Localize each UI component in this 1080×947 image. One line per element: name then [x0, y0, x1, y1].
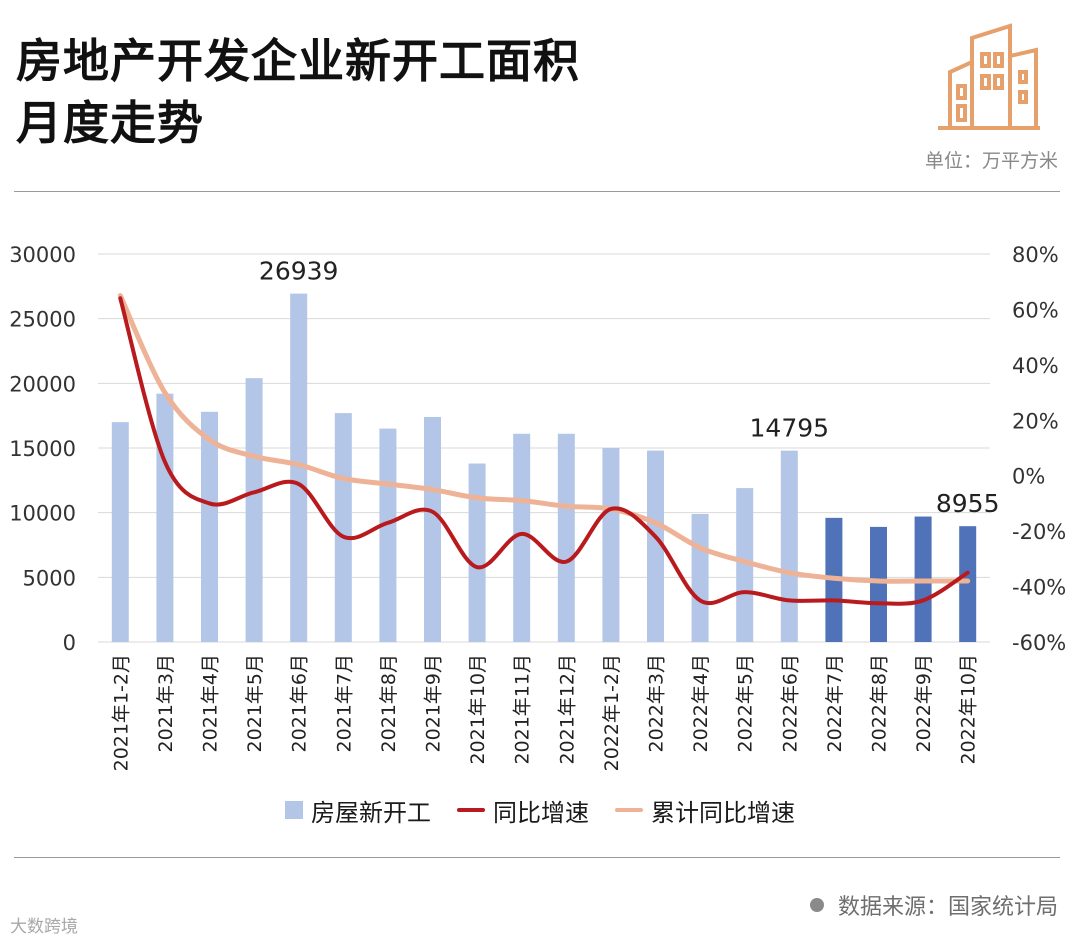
bar — [156, 393, 174, 642]
bar-data-label: 8955 — [936, 489, 1000, 518]
bar — [468, 463, 486, 642]
chart-title: 房地产开发企业新开工面积 月度走势 — [16, 30, 736, 154]
y-right-tick-label: 20% — [1012, 409, 1059, 433]
building-icon — [938, 23, 1040, 130]
y-right-tick-label: 0% — [1012, 465, 1045, 489]
title-line-1: 房地产开发企业新开工面积 — [16, 34, 580, 88]
bar — [780, 450, 798, 642]
x-tick-label: 2021年4月 — [200, 654, 222, 752]
y-left-tick-label: 15000 — [9, 437, 76, 461]
cumulative-yoy-line — [117, 293, 971, 584]
legend-swatch-yoy — [457, 808, 485, 812]
y-left-tick-label: 0 — [63, 631, 76, 655]
bar — [557, 433, 575, 642]
x-tick-label: 2021年1-2月 — [110, 654, 132, 771]
bar-data-label: 26939 — [259, 257, 339, 286]
bar — [201, 411, 218, 642]
legend: 房屋新开工 同比增速 累计同比增速 — [0, 790, 1080, 830]
x-tick-label: 2022年5月 — [735, 654, 757, 752]
x-tick-label: 2022年4月 — [690, 654, 712, 752]
bar — [602, 448, 620, 642]
y-left-tick-label: 30000 — [9, 243, 76, 267]
bottom-divider — [14, 857, 1060, 858]
bar — [424, 416, 441, 642]
legend-label-cum: 累计同比增速 — [651, 798, 795, 827]
bar — [334, 413, 352, 642]
x-tick-label: 2022年8月 — [869, 654, 891, 752]
x-tick-label: 2021年7月 — [333, 654, 355, 752]
legend-item-yoy: 同比增速 — [457, 793, 589, 828]
legend-label-yoy: 同比增速 — [493, 798, 589, 827]
top-divider — [14, 191, 1060, 192]
x-tick-label: 2022年3月 — [646, 654, 668, 752]
bar — [870, 526, 887, 642]
y-right-tick-label: -60% — [1012, 631, 1066, 655]
bar — [245, 378, 263, 642]
x-tick-label: 2021年11月 — [512, 654, 534, 765]
source-note: 数据来源：国家统计局 — [809, 889, 1058, 921]
bar — [959, 526, 977, 642]
x-tick-label: 2022年1-2月 — [601, 654, 623, 771]
x-tick-label: 2022年9月 — [913, 654, 935, 752]
bar — [111, 422, 129, 642]
yoy-line — [118, 296, 970, 606]
watermark-logo: 大数跨境 — [10, 917, 78, 937]
y-left-tick-label: 25000 — [9, 308, 76, 332]
bar — [379, 428, 397, 642]
x-tick-label: 2022年7月 — [824, 654, 846, 752]
bar — [647, 450, 664, 642]
x-tick-label: 2021年6月 — [289, 654, 311, 752]
source-text: 数据来源：国家统计局 — [837, 895, 1058, 920]
x-tick-label: 2022年6月 — [779, 654, 801, 752]
legend-swatch-cum — [615, 808, 643, 812]
x-tick-label: 2021年10月 — [467, 654, 489, 765]
legend-item-cum: 累计同比增速 — [615, 793, 795, 828]
bar — [290, 293, 308, 642]
legend-swatch-bars — [285, 801, 303, 819]
y-left-tick-label: 10000 — [9, 502, 76, 526]
y-left-tick-label: 5000 — [23, 566, 76, 590]
y-right-tick-label: 80% — [1012, 243, 1059, 267]
x-tick-label: 2021年5月 — [244, 654, 266, 752]
x-tick-label: 2021年12月 — [556, 654, 578, 765]
bar — [513, 433, 531, 642]
bullet-icon — [809, 898, 824, 912]
bar — [691, 513, 709, 642]
y-left-tick-label: 20000 — [9, 372, 76, 396]
x-tick-label: 2021年8月 — [378, 654, 400, 752]
y-right-tick-label: 60% — [1012, 298, 1059, 322]
y-right-tick-label: -20% — [1012, 520, 1066, 544]
y-right-tick-label: 40% — [1012, 354, 1059, 378]
title-line-2: 月度走势 — [16, 96, 204, 150]
x-tick-label: 2021年9月 — [423, 654, 445, 752]
legend-item-bars: 房屋新开工 — [285, 793, 431, 828]
x-tick-label: 2021年3月 — [155, 654, 177, 752]
x-tick-label: 2022年10月 — [958, 654, 980, 765]
legend-label-bars: 房屋新开工 — [311, 798, 431, 827]
bar-data-label: 14795 — [750, 414, 830, 443]
bar — [736, 488, 754, 642]
unit-label: 单位：万平方米 — [924, 150, 1058, 172]
y-right-tick-label: -40% — [1012, 576, 1066, 600]
chart-area: 0 5000 10000 15000 20000 25000 30000 -60% -40% -2… — [9, 243, 1066, 771]
